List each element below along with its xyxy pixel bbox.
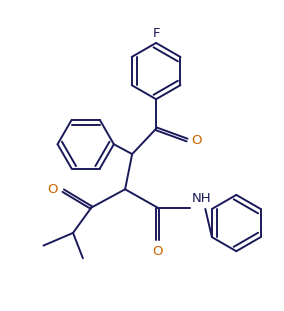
Text: NH: NH bbox=[191, 192, 211, 205]
Text: O: O bbox=[152, 245, 163, 258]
Text: O: O bbox=[191, 133, 202, 146]
Text: O: O bbox=[48, 183, 58, 196]
Text: F: F bbox=[152, 26, 160, 39]
